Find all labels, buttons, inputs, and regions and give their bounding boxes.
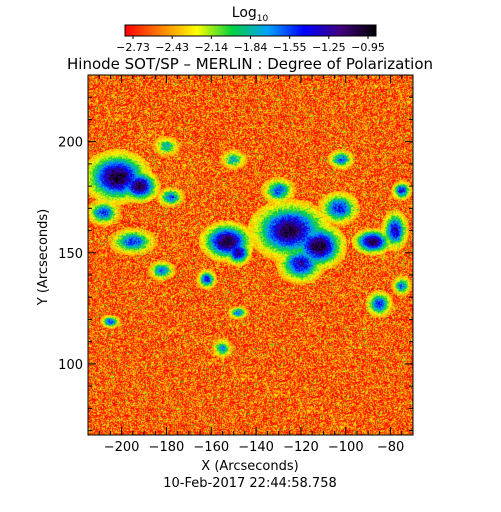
y-tick-label: 100: [58, 358, 83, 373]
y-axis-label: Y (Arcseconds): [36, 209, 51, 306]
y-tick-label: 150: [58, 247, 83, 262]
colorbar: [124, 24, 377, 37]
x-tick-label: −140: [238, 440, 274, 455]
axis-ticks: −200 −180 −160 −140 −120 −100 −80 100 150 200: [58, 74, 414, 455]
timestamp: 10-Feb-2017 22:44:58.758: [163, 476, 337, 491]
colorbar-ticks: −2.73 −2.43 −2.14 −1.84 −1.55 −1.25 −0.95: [116, 36, 385, 54]
x-tick-label: −200: [104, 440, 140, 455]
x-tick-label: −160: [193, 440, 229, 455]
plot-frame: [87, 74, 414, 436]
heatmap-image: [88, 75, 413, 435]
chart-title: Hinode SOT/SP – MERLIN : Degree of Polar…: [67, 55, 433, 73]
colorbar-tick-label: −2.43: [155, 41, 189, 54]
y-tick-label: 200: [58, 136, 83, 151]
x-tick-label: −100: [328, 440, 364, 455]
colorbar-label: Log10: [232, 5, 269, 24]
x-tick-label: −80: [377, 440, 404, 455]
x-tick-label: −180: [149, 440, 185, 455]
colorbar-tick-label: −1.55: [273, 41, 307, 54]
colorbar-tick-label: −0.95: [351, 41, 385, 54]
x-axis-label: X (Arcseconds): [201, 459, 298, 474]
colorbar-tick-label: −1.25: [312, 41, 346, 54]
x-tick-label: −120: [283, 440, 319, 455]
colorbar-tick-label: −2.14: [194, 41, 228, 54]
colorbar-tick-label: −2.73: [116, 41, 150, 54]
colorbar-tick-label: −1.84: [234, 41, 268, 54]
